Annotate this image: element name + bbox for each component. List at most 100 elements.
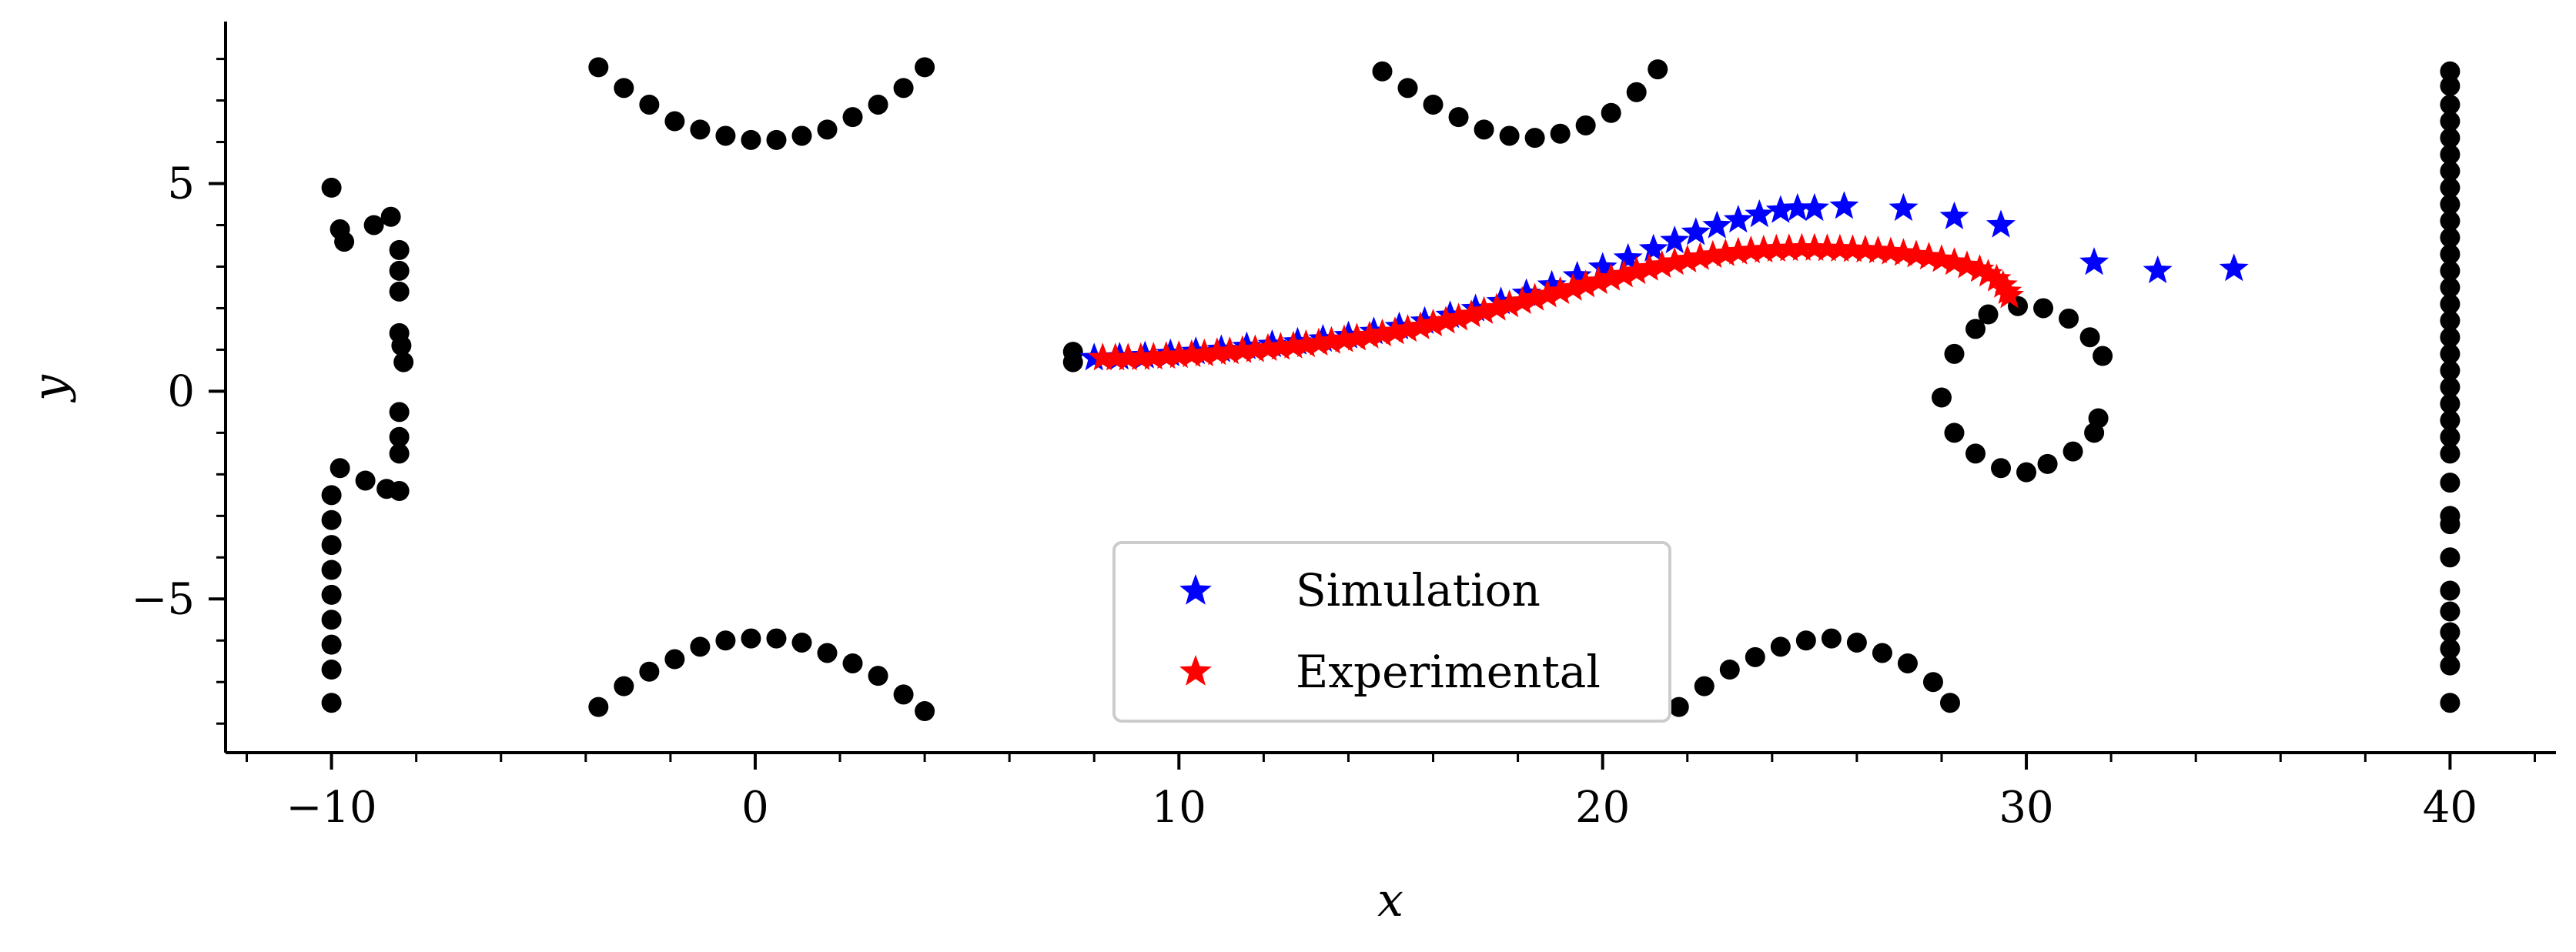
obstacle-point: [2440, 601, 2461, 622]
experimental-point: [1088, 342, 1118, 371]
experimental-point: [1863, 235, 1893, 264]
legend: Simulation Experimental: [1112, 541, 1671, 723]
simulation-point: [1723, 205, 1753, 233]
obstacle-point: [2440, 655, 2461, 676]
simulation-point: [1889, 192, 1919, 222]
obstacle-point: [2037, 453, 2058, 474]
simulation-point: [1745, 199, 1775, 228]
experimental-point: [1151, 341, 1181, 369]
experimental-series: [1088, 232, 2025, 371]
experimental-point: [1634, 252, 1664, 281]
obstacle-point: [321, 177, 342, 198]
experimental-point: [1647, 249, 1677, 278]
experimental-point: [1736, 235, 1766, 264]
obstacle-point: [321, 693, 342, 713]
experimental-point: [1812, 233, 1842, 262]
experimental-point: [1850, 234, 1880, 263]
obstacle-point: [1944, 343, 1965, 364]
obstacle-point: [1745, 646, 1765, 667]
obstacle-point: [1821, 628, 1842, 649]
obstacle-point: [664, 649, 685, 670]
obstacle-point: [1448, 107, 1469, 128]
obstacle-point: [1423, 94, 1444, 115]
x-tick-label: 20: [1575, 783, 1630, 833]
experimental-point: [1342, 322, 1372, 351]
experimental-point: [1469, 296, 1499, 324]
obstacle-point: [915, 57, 935, 78]
obstacle-point: [321, 535, 342, 556]
obstacle-point: [389, 260, 410, 281]
obstacle-point: [690, 119, 711, 140]
simulation-point: [1782, 192, 1812, 222]
experimental-point: [1139, 342, 1169, 370]
experimental-point: [1164, 340, 1194, 369]
obstacle-point: [2440, 639, 2461, 660]
experimental-point: [1558, 272, 1588, 301]
simulation-point: [1587, 252, 1618, 280]
obstacle-point: [842, 107, 863, 128]
experimental-point: [1787, 232, 1817, 261]
x-tick-label: −10: [286, 783, 376, 833]
obstacle-point: [2440, 211, 2461, 232]
obstacle-point: [690, 636, 711, 657]
experimental-point: [1596, 262, 1626, 291]
experimental-point: [1444, 302, 1474, 331]
experimental-point: [1825, 233, 1855, 262]
obstacle-point: [1872, 643, 1892, 663]
experimental-point: [1838, 234, 1868, 262]
obstacle-point: [588, 57, 609, 78]
simulation-point: [2219, 253, 2249, 282]
obstacle-point: [2033, 298, 2054, 319]
obstacle-point: [321, 584, 342, 605]
x-tick-label: 30: [1999, 783, 2053, 833]
obstacle-point: [2440, 244, 2461, 265]
obstacle-point: [2059, 308, 2079, 329]
obstacle-point: [2440, 227, 2461, 248]
obstacle-point: [1978, 304, 1999, 325]
obstacle-point: [2440, 144, 2461, 165]
obstacle-point: [1770, 636, 1791, 657]
experimental-point: [1799, 232, 1829, 261]
obstacle-point: [893, 684, 914, 705]
experimental-point: [1533, 279, 1563, 308]
obstacle-point: [1965, 443, 1986, 464]
obstacle-point: [321, 560, 342, 580]
obstacle-point: [2016, 462, 2037, 483]
simulation-point: [1537, 269, 1567, 298]
obstacle-point: [2440, 128, 2461, 149]
obstacle-point: [1499, 125, 1520, 146]
experimental-point: [1875, 236, 1905, 265]
obstacle-point: [2440, 194, 2461, 215]
legend-label-simulation: Simulation: [1296, 564, 1541, 616]
y-tick-label: −5: [131, 574, 195, 624]
experimental-point: [1748, 234, 1778, 263]
obstacle-point: [791, 125, 812, 146]
experimental-point: [1685, 242, 1715, 270]
obstacle-point: [817, 643, 838, 663]
obstacle-point: [614, 78, 634, 99]
experimental-point: [1393, 314, 1423, 342]
experimental-point: [1988, 269, 2018, 298]
obstacle-point: [1939, 693, 1960, 713]
experimental-point: [1266, 332, 1296, 360]
x-tick-label: 10: [1152, 783, 1206, 833]
simulation-point: [1638, 233, 1668, 262]
legend-marker-experimental: [1179, 655, 1212, 686]
obstacle-point: [321, 509, 342, 530]
obstacle-point: [2440, 377, 2461, 397]
obstacle-point: [639, 94, 660, 115]
obstacle-point: [664, 111, 685, 132]
y-tick-label: 0: [167, 366, 195, 416]
obstacle-point: [334, 232, 355, 252]
obstacle-point: [2440, 547, 2461, 568]
obstacle-point: [715, 630, 736, 651]
experimental-point: [1126, 342, 1156, 370]
obstacle-point: [715, 125, 736, 146]
simulation-point: [1562, 260, 1592, 289]
x-tick-label: 0: [741, 783, 769, 833]
experimental-point: [1973, 259, 2003, 287]
simulation-point: [1511, 278, 1541, 306]
obstacle-point: [1474, 119, 1494, 140]
obstacle-point: [321, 485, 342, 506]
simulation-point: [2079, 247, 2109, 276]
